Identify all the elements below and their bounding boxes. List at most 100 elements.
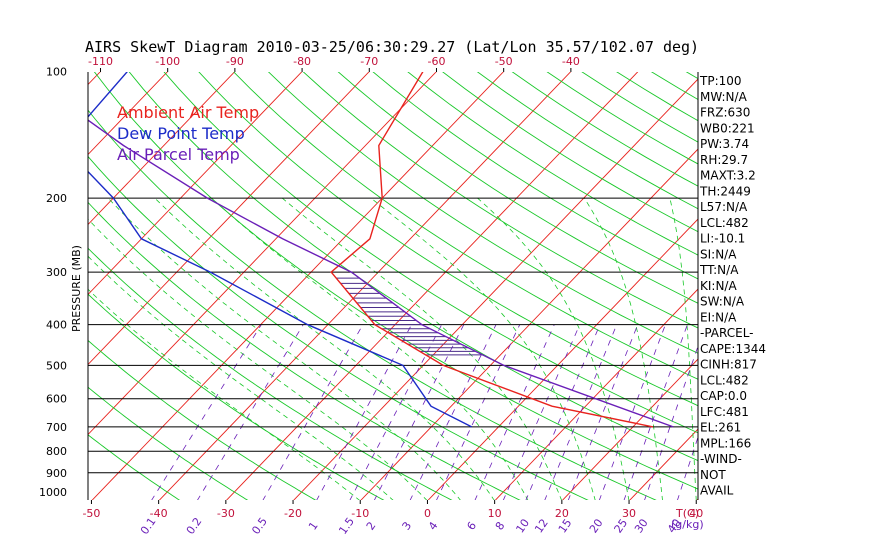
mixing-ratio-line (349, 324, 443, 500)
dry-adiabat-line (88, 109, 657, 500)
stat-line: RH:29.7 (700, 153, 748, 167)
stat-line: L57:N/A (700, 200, 748, 214)
grid-lines (0, 62, 870, 501)
mixing-ratio-line (151, 324, 262, 500)
mixing-ratio-tick-label: 1 (306, 519, 321, 532)
moist-adiabat-line (583, 197, 663, 500)
isotherm-line (562, 358, 698, 500)
pressure-tick-label: 700 (46, 421, 67, 434)
dry-adiabat-line (93, 72, 698, 490)
isotherm-line (226, 72, 639, 500)
dry-adiabat-line (88, 434, 181, 500)
isotherm-line (763, 62, 870, 501)
mixing-ratio-line (623, 324, 688, 500)
axes (87, 72, 699, 500)
moist-adiabat-line (107, 197, 461, 500)
moist-adiabat-line (88, 288, 360, 500)
dry-adiabat-line (337, 72, 698, 304)
mixing-ratio-tick-label: 12 (532, 516, 551, 535)
moist-adiabat-line (211, 197, 529, 500)
isotherm-line (293, 78, 698, 500)
dry-adiabat-line (198, 72, 698, 407)
pressure-tick-label: 600 (46, 393, 67, 406)
mixing-ratio-tick-label: 20 (587, 517, 606, 536)
stat-line: LFC:481 (700, 405, 749, 419)
dry-adiabat-line (88, 339, 317, 500)
bottom-temp-tick-label: 30 (622, 507, 636, 520)
stat-line: EL:261 (700, 421, 741, 435)
stat-line: TP:100 (699, 74, 742, 88)
stat-line: MPL:166 (700, 436, 751, 450)
mixing-ratio-line (197, 324, 304, 500)
legend: Ambient Air Temp Dew Point Temp Air Parcel… (117, 103, 259, 164)
temp-unit-label: T(C) (675, 507, 699, 520)
isobar-lines (88, 197, 698, 474)
bottom-temp-tick-label: -50 (82, 507, 100, 520)
mixing-ratio-line (544, 324, 618, 500)
mixing-ratio-tick-label: 2 (364, 519, 379, 532)
mixing-ratio-line (262, 324, 364, 500)
dry-adiabat-line (88, 201, 521, 500)
stat-line: CAP:0.0 (700, 389, 747, 403)
stat-line: LCL:482 (700, 216, 749, 230)
bottom-temp-tick-label: 0 (424, 507, 431, 520)
stat-line: KI:N/A (700, 279, 737, 293)
isotherm-line (88, 72, 437, 436)
stat-line: AVAIL (700, 484, 734, 498)
isotherm-line (88, 72, 370, 366)
dry-adiabat-line (88, 386, 249, 500)
dry-adiabat-line (476, 72, 698, 210)
top-temp-tick-label: -40 (562, 55, 580, 68)
mixing-unit-label: (g/kg) (671, 518, 704, 531)
pressure-tick-label: 900 (46, 467, 67, 480)
top-temp-tick-label: -80 (293, 55, 311, 68)
stat-line: NOT (700, 468, 726, 482)
stat-line: SW:N/A (700, 295, 745, 309)
bottom-temp-tick-label: -10 (351, 507, 369, 520)
isotherm-line (88, 72, 236, 226)
dry-adiabat-line (88, 293, 385, 500)
top-temp-tick-label: -90 (226, 55, 244, 68)
stat-line: MAXT:3.2 (700, 169, 756, 183)
mixing-ratio-tick-label: 0.5 (249, 515, 270, 537)
moist-adiabat-line (370, 197, 596, 500)
bottom-temp-tick-label: 10 (488, 507, 502, 520)
mixing-ratio-line (598, 324, 666, 500)
mixing-ratio-tick-label: 4 (426, 519, 441, 532)
isotherm-line (831, 62, 870, 501)
mixing-ratio-line (525, 324, 601, 500)
profile-lines (88, 72, 674, 428)
dry-adiabat-line (233, 72, 698, 380)
stat-line: WB0:221 (700, 121, 755, 135)
stat-line: SI:N/A (700, 247, 737, 261)
bottom-temp-tick-label: -20 (284, 507, 302, 520)
pressure-tick-label: 1000 (39, 486, 67, 499)
pressure-tick-label: 300 (46, 266, 67, 279)
stat-line: LCL:482 (700, 373, 749, 387)
mixing-ratio-tick-label: 8 (493, 519, 508, 532)
dry-adiabat-line (302, 72, 698, 329)
chart-title: AIRS SkewT Diagram 2010-03-25/06:30:29.2… (85, 38, 699, 56)
stat-line: LI:-10.1 (700, 232, 745, 246)
stat-line: EI:N/A (700, 310, 737, 324)
stat-line: PW:3.74 (700, 137, 749, 151)
dry-adiabat-line (128, 72, 698, 462)
moist-adiabat-line (88, 218, 428, 500)
stat-line: CINH:817 (700, 358, 757, 372)
stat-line: CAPE:1344 (700, 342, 766, 356)
dry-adiabat-line (163, 72, 698, 434)
bottom-temp-tick-label: -40 (150, 507, 168, 520)
pressure-tick-label: 400 (46, 319, 67, 332)
moist-adiabat-line (88, 255, 394, 500)
bottom-temp-tick-label: 40 (689, 507, 703, 520)
dry-adiabat-line (88, 155, 589, 500)
profile-air-parcel-temp (88, 119, 674, 428)
moist-adiabat-line (669, 198, 697, 500)
mixing-ratio-tick-label: 0.2 (184, 515, 205, 537)
stat-line: MW:N/A (700, 90, 748, 104)
mixing-ratio-line (316, 324, 412, 500)
isotherm-line (0, 62, 42, 501)
isotherm-line (360, 148, 698, 500)
